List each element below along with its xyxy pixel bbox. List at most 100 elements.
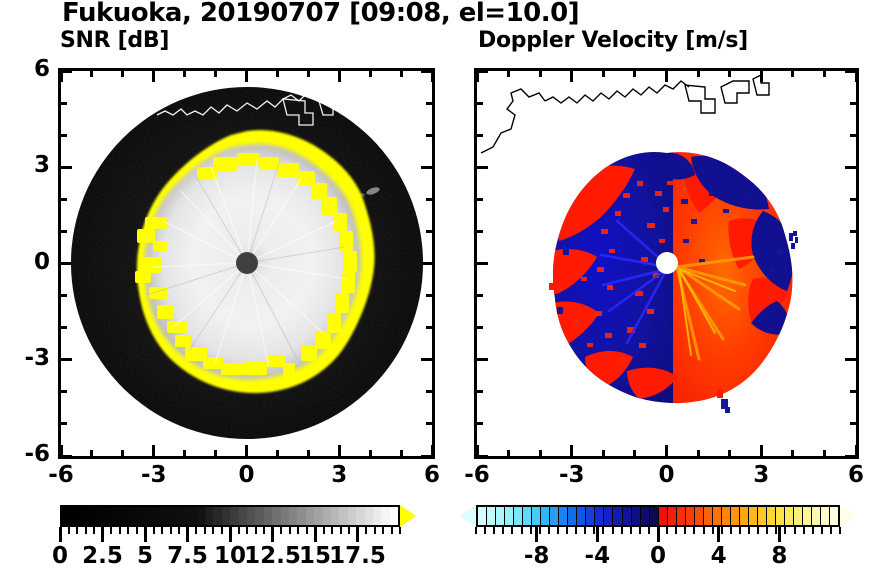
- colorbar-doppler-minor-tick: [729, 527, 732, 534]
- colorbar-doppler-minor-tick: [839, 527, 841, 534]
- colorbar-doppler-cell: [821, 507, 831, 525]
- colorbar-doppler-cell: [478, 507, 488, 525]
- colorbar-doppler-tick-label: 4: [710, 543, 727, 569]
- ytick-label-snr-4: -6: [24, 441, 50, 467]
- colorbar-snr-cell: [381, 507, 390, 525]
- colorbar-snr-cell: [204, 507, 214, 525]
- colorbar-doppler-minor-tick: [802, 527, 805, 534]
- colorbar-doppler-cell: [812, 507, 822, 525]
- colorbar-doppler-gradient: [476, 505, 840, 527]
- colorbar-doppler-minor-tick: [502, 527, 505, 534]
- colorbar-snr-cell: [339, 507, 348, 525]
- colorbar-snr-minor-tick: [76, 527, 78, 534]
- colorbar-doppler-minor-tick: [784, 527, 787, 534]
- colorbar-snr-cell: [263, 507, 273, 525]
- colorbar-snr-cell: [314, 507, 323, 525]
- colorbar-snr-tick-label: 0: [51, 543, 68, 569]
- colorbar-doppler-minor-tick: [684, 527, 687, 534]
- colorbar-snr-minor-tick: [254, 527, 257, 534]
- colorbar-doppler-cell: [676, 507, 686, 525]
- colorbar-snr-cell: [78, 507, 88, 525]
- colorbar-snr-cell: [305, 507, 315, 525]
- colorbar-snr-minor-tick: [339, 527, 342, 534]
- colorbar-snr-cell: [171, 507, 180, 525]
- colorbar-doppler-tick-label: -4: [584, 543, 611, 569]
- colorbar-snr-minor-tick: [280, 527, 282, 534]
- colorbar-snr-minor-tick: [93, 527, 95, 534]
- plot-area-snr[interactable]: [58, 68, 435, 459]
- colorbar-snr-cell: [146, 507, 155, 525]
- colorbar-snr-minor-tick: [118, 527, 121, 534]
- colorbar-snr[interactable]: [60, 505, 416, 527]
- colorbar-snr-minor-tick: [297, 527, 299, 534]
- colorbar-doppler-cell: [767, 507, 777, 525]
- colorbar-doppler-minor-tick: [693, 527, 696, 534]
- colorbar-doppler-minor-tick: [675, 527, 678, 534]
- colorbar-snr-cell: [104, 507, 113, 525]
- xtick-label-doppler-3: 3: [753, 462, 770, 488]
- colorbar-snr-cell: [112, 507, 121, 525]
- colorbar-doppler-major-tick: [717, 527, 721, 542]
- colorbar-snr-minor-tick: [186, 527, 189, 534]
- colorbar-snr-minor-tick: [390, 527, 393, 534]
- isolated-echo-speck: [793, 231, 798, 243]
- colorbar-doppler-cell: [721, 507, 731, 525]
- colorbar-snr-cell: [331, 507, 340, 525]
- colorbar-snr-minor-tick: [237, 527, 240, 534]
- colorbar-doppler-minor-tick: [738, 527, 741, 534]
- colorbar-snr-cell: [255, 507, 264, 525]
- colorbar-doppler-cell: [505, 507, 515, 525]
- colorbar-doppler-cell: [550, 507, 560, 525]
- colorbar-doppler-cell: [667, 507, 677, 525]
- panel-title-doppler: Doppler Velocity [m/s]: [478, 28, 748, 53]
- xtick-label-snr-0: -6: [48, 462, 74, 488]
- colorbar-doppler-minor-tick: [566, 527, 568, 534]
- colorbar-doppler-cell: [631, 507, 641, 525]
- colorbar-doppler-minor-tick: [547, 527, 550, 534]
- colorbar-doppler-cell: [532, 507, 542, 525]
- plot-area-doppler[interactable]: [474, 68, 859, 459]
- colorbar-doppler-minor-tick: [584, 527, 587, 534]
- colorbar-snr-cell: [272, 507, 281, 525]
- colorbar-snr-cell: [297, 507, 306, 525]
- colorbar-snr-tick-label: 17.5: [329, 543, 386, 569]
- colorbar-snr-minor-tick: [84, 527, 87, 534]
- colorbar-doppler-minor-tick: [493, 527, 496, 534]
- colorbar-doppler-cell: [739, 507, 749, 525]
- colorbar-doppler-cell: [559, 507, 569, 525]
- colorbar-doppler-major-tick: [535, 527, 539, 542]
- colorbar-snr-minor-tick: [314, 527, 316, 534]
- colorbar-snr-cell: [70, 507, 79, 525]
- colorbar-snr-minor-tick: [373, 527, 376, 534]
- ytick-label-snr-2: 0: [33, 248, 50, 275]
- colorbar-doppler[interactable]: [460, 505, 856, 527]
- colorbar-doppler-cell: [613, 507, 623, 525]
- colorbar-snr-minor-tick: [195, 527, 197, 534]
- colorbar-snr-cell: [188, 507, 197, 525]
- colorbar-doppler-cell: [730, 507, 740, 525]
- colorbar-snr-major-tick: [101, 527, 104, 542]
- snr-image: [61, 71, 432, 456]
- xtick-label-doppler-0: -6: [464, 462, 490, 488]
- colorbar-snr-cell: [288, 507, 298, 525]
- colorbar-doppler-minor-tick: [556, 527, 559, 534]
- colorbar-snr-cell: [179, 507, 189, 525]
- colorbar-doppler-cell: [776, 507, 786, 525]
- colorbar-snr-major-tick: [58, 527, 62, 542]
- colorbar-snr-major-tick: [228, 527, 232, 542]
- colorbar-doppler-major-tick: [656, 527, 660, 542]
- colorbar-snr-minor-tick: [67, 527, 70, 534]
- colorbar-snr-cell: [162, 507, 172, 525]
- colorbar-doppler-minor-tick: [629, 527, 632, 534]
- colorbar-snr-minor-tick: [178, 527, 180, 534]
- colorbar-doppler-cell: [622, 507, 632, 525]
- colorbar-doppler-cell: [640, 507, 650, 525]
- colorbar-doppler-minor-tick: [620, 527, 623, 534]
- colorbar-doppler-cell: [541, 507, 551, 525]
- colorbar-snr-cell: [238, 507, 247, 525]
- colorbar-snr-major-tick: [356, 527, 359, 542]
- colorbar-doppler-minor-tick: [820, 527, 823, 534]
- colorbar-snr-cell: [373, 507, 382, 525]
- colorbar-snr-minor-tick: [382, 527, 384, 534]
- colorbar-doppler-cell: [703, 507, 713, 525]
